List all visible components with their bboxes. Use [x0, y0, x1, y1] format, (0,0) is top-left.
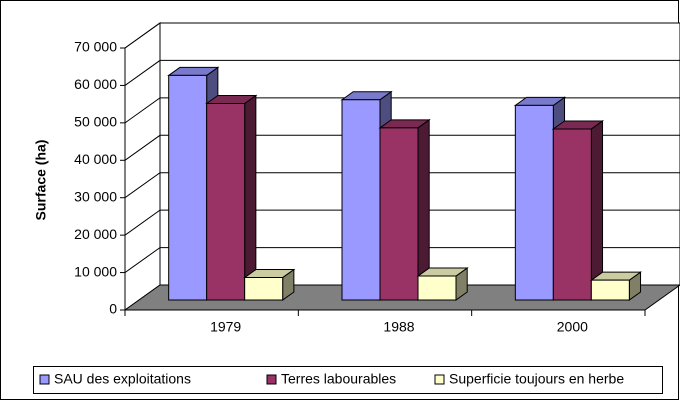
bar [243, 268, 296, 301]
legend-box [33, 366, 663, 394]
y-tick-label: 10 000 [74, 263, 117, 279]
bar-front [206, 103, 246, 301]
bar-side [244, 94, 257, 301]
legend-label: Terres labourables [281, 371, 396, 387]
legend-swatch [39, 374, 50, 385]
y-tick-label: 40 000 [74, 151, 117, 167]
legend-swatch [434, 374, 445, 385]
bar-front [417, 275, 457, 301]
bar-front [379, 127, 419, 301]
legend-label: SAU des exploitations [54, 371, 191, 387]
bar [378, 118, 431, 301]
y-tick-label: 70 000 [74, 39, 117, 55]
legend-label: Superficie toujours en herbe [449, 371, 624, 387]
left-wall [124, 22, 161, 311]
grid-line [124, 247, 680, 273]
bar-front [514, 104, 554, 301]
bar [551, 119, 605, 301]
grid-line [124, 209, 680, 236]
bar-front [590, 279, 630, 301]
y-tick-label: 30 000 [74, 188, 117, 204]
grid-line [124, 59, 680, 86]
bar-front [168, 74, 208, 301]
y-tick-label: 50 000 [74, 114, 117, 130]
grid-line [124, 97, 680, 124]
bar [205, 94, 258, 301]
bar [416, 267, 469, 301]
grid-line [124, 172, 680, 199]
y-axis-title: Surface (ha) [33, 140, 49, 221]
x-tick-label: 2000 [557, 319, 588, 335]
x-tick-label: 1979 [210, 319, 241, 335]
y-tick-label: 60 000 [74, 76, 117, 92]
bar-front [341, 99, 381, 301]
bar [589, 271, 643, 301]
y-tick-label: 0 [109, 301, 117, 317]
legend-swatch [266, 374, 277, 385]
bar-front [552, 128, 592, 301]
grid-line [124, 134, 680, 161]
x-tick-label: 1988 [383, 319, 414, 335]
bar-front [244, 277, 284, 301]
grid-line [124, 22, 680, 49]
y-tick-label: 20 000 [74, 226, 117, 242]
